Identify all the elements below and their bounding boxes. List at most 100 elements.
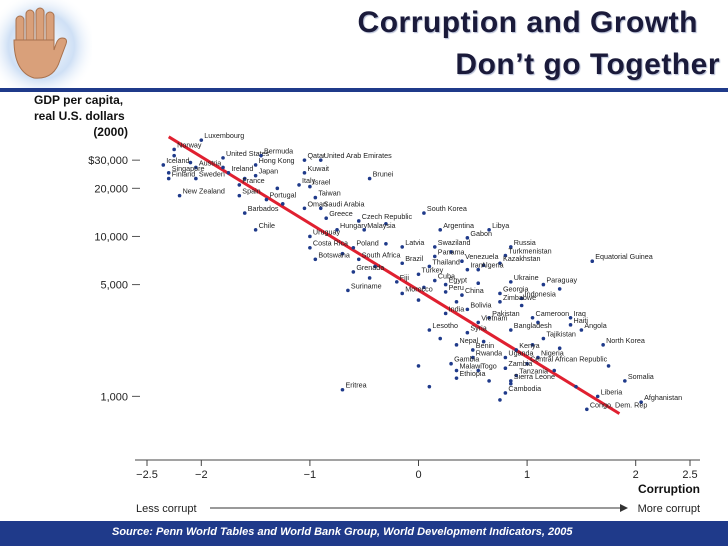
point-label: United States <box>226 149 270 158</box>
data-point <box>476 267 481 272</box>
data-point <box>525 361 529 366</box>
data-point <box>514 373 519 378</box>
data-point <box>324 216 328 221</box>
point-label: Spain <box>242 187 260 196</box>
data-point <box>443 282 448 287</box>
x-axis-title: Corruption <box>638 482 700 496</box>
data-point <box>639 400 643 404</box>
data-point <box>449 361 453 366</box>
data-point <box>400 245 405 249</box>
point-label: Taiwan <box>318 189 340 198</box>
point-label: Togo <box>481 362 497 371</box>
point-label: Bolivia <box>470 300 491 309</box>
point-label: Oman <box>307 199 327 208</box>
point-label: Latvia <box>405 238 424 247</box>
scatter-chart: GDP per capita, real U.S. dollars (2000)… <box>34 93 700 515</box>
data-point <box>422 211 426 215</box>
point-label: Argentina <box>443 221 474 230</box>
data-point <box>177 193 182 198</box>
data-point <box>557 346 562 351</box>
data-point <box>498 261 502 266</box>
point-label: Eritrea <box>345 381 366 390</box>
point-label: Israel <box>313 178 331 187</box>
less-corrupt-label: Less corrupt <box>136 503 197 515</box>
point-label: Benin <box>476 341 494 350</box>
point-label: Central African Republic <box>530 355 608 364</box>
y-axis-title-line-1: GDP per capita, <box>34 93 123 107</box>
point-label: Russia <box>514 238 536 247</box>
data-point <box>308 184 312 189</box>
data-point <box>519 296 524 301</box>
x-tick-label: 2.5 <box>682 469 697 481</box>
data-point <box>356 257 361 262</box>
point-label: Hong Kong <box>259 156 295 165</box>
data-point <box>237 193 242 198</box>
point-label: Fiji <box>400 273 410 282</box>
data-point <box>541 336 546 341</box>
y-tick-label: $30,000 <box>88 155 128 167</box>
point-label: North Korea <box>606 336 645 345</box>
data-point <box>384 241 388 246</box>
data-point <box>481 263 486 268</box>
data-point <box>487 315 491 320</box>
data-point <box>427 328 432 332</box>
point-label: Libya <box>492 221 509 230</box>
data-point <box>226 171 231 175</box>
x-tick-label: −2 <box>195 469 208 481</box>
data-point <box>449 250 453 254</box>
data-point <box>432 245 437 249</box>
point-label: Ireland <box>231 164 253 173</box>
data-point <box>356 219 361 223</box>
point-label: New Zealand <box>183 187 225 196</box>
data-point <box>498 300 502 304</box>
title-underline <box>0 88 728 92</box>
data-point <box>351 270 356 274</box>
trend-line <box>167 135 621 415</box>
point-label: Congo. Dem. Rep <box>590 400 648 409</box>
point-label: Georgia <box>503 284 529 293</box>
point-label: China <box>465 286 484 295</box>
data-point <box>416 272 421 277</box>
data-point <box>509 245 513 249</box>
data-point <box>623 379 627 383</box>
point-label: Greece <box>329 209 353 218</box>
data-point <box>579 328 584 332</box>
data-point <box>471 348 475 352</box>
data-point <box>498 398 502 402</box>
data-point <box>509 280 513 284</box>
data-point <box>438 228 443 232</box>
data-point <box>460 259 464 264</box>
data-point <box>384 221 388 226</box>
data-point <box>454 376 459 380</box>
x-axis: −2.5 −2 −1 0 1 2 2.5 <box>136 460 698 481</box>
arrow-head <box>620 504 628 512</box>
point-label: Austria <box>199 158 221 167</box>
data-point <box>568 323 573 327</box>
data-point <box>259 153 263 158</box>
point-label: Uruguay <box>313 227 341 236</box>
point-label: Gabon <box>470 229 492 238</box>
point-label: Malaysia <box>367 221 395 230</box>
point-label: Cambodia <box>508 384 541 393</box>
data-point <box>172 153 176 158</box>
point-label: Haiti <box>574 316 589 325</box>
point-label: Pakistan <box>492 309 520 318</box>
data-point <box>367 176 372 181</box>
data-point <box>465 330 470 335</box>
point-label: Equatorial Guinea <box>595 252 653 261</box>
x-tick-label: −2.5 <box>136 469 158 481</box>
data-point <box>454 300 459 304</box>
point-label: Cameroon <box>536 309 570 318</box>
y-axis-title: GDP per capita, real U.S. dollars (2000) <box>34 93 128 139</box>
point-label: India <box>449 304 465 313</box>
point-label: Morocco <box>405 284 433 293</box>
point-label: Norway <box>177 140 202 149</box>
data-point <box>432 254 437 259</box>
point-label: Egypt <box>449 276 467 285</box>
data-point <box>264 197 269 202</box>
y-tick-label: 1,000 <box>100 391 128 403</box>
point-label: Iraq <box>574 309 586 318</box>
data-point <box>443 290 448 294</box>
data-point <box>471 355 475 360</box>
data-point <box>601 343 605 347</box>
